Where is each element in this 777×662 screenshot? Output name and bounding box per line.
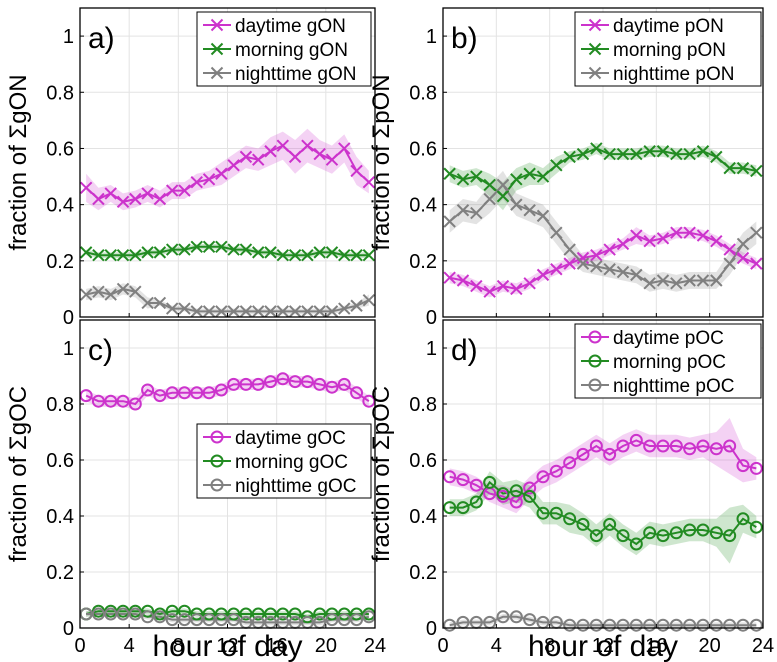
y-tick-label: 0.6 <box>46 450 74 472</box>
panel-d: 0 4 8 12 16 20 24 0 0.2 0.4 0.6 0.8 1 d) fraction of… <box>368 320 774 662</box>
legend-entry-label: morning gOC <box>235 452 348 473</box>
panel-b-label: b) <box>451 22 478 55</box>
x-tick-label: 24 <box>752 635 774 657</box>
y-tick-label: 1 <box>426 26 437 48</box>
panel-b-legend: daytime pON morning pON nighttime pON <box>575 12 761 86</box>
legend-entry-label: morning pON <box>613 40 726 61</box>
legend-entry-label: morning pOC <box>613 352 726 373</box>
legend-entry-label: morning gON <box>235 40 348 61</box>
legend-entry-label: daytime gOC <box>235 428 346 449</box>
y-tick-label: 0.6 <box>409 450 437 472</box>
panel-c-x-axis-label: hour of day <box>152 630 302 662</box>
x-tick-label: 0 <box>74 635 85 657</box>
panel-d-label: d) <box>451 334 478 367</box>
panel-c-label: c) <box>88 334 113 367</box>
y-tick-label: 0.2 <box>46 562 74 584</box>
y-tick-label: 0 <box>63 307 74 329</box>
legend-entry-label: nighttime pOC <box>613 376 734 397</box>
x-tick-label: 0 <box>437 635 448 657</box>
y-tick-label: 0.6 <box>46 138 74 160</box>
legend-entry-label: daytime pON <box>613 16 724 37</box>
y-tick-label: 0 <box>426 307 437 329</box>
y-tick-label: 1 <box>63 338 74 360</box>
x-tick-label: 20 <box>315 635 337 657</box>
y-tick-label: 0.8 <box>46 82 74 104</box>
y-tick-label: 1 <box>63 26 74 48</box>
x-tick-label: 24 <box>364 635 386 657</box>
panel-a-label: a) <box>88 22 115 55</box>
panel-d-x-axis-label: hour of day <box>528 630 678 662</box>
y-tick-label: 0.8 <box>409 394 437 416</box>
panel-b-y-axis-label: fraction of ΣpON <box>368 74 395 250</box>
legend-entry-label: daytime pOC <box>613 328 724 349</box>
x-tick-label: 20 <box>699 635 721 657</box>
panel-c-legend: daytime gOC morning gOC nighttime gOC <box>197 424 371 498</box>
panel-b: 0 0.2 0.4 0.6 0.8 1 b) fraction of ΣpON dayti… <box>368 8 763 329</box>
panel-d-y-axis-label: fraction of ΣpOC <box>368 386 395 562</box>
y-tick-label: 0 <box>63 618 74 640</box>
y-tick-label: 0.6 <box>409 138 437 160</box>
y-tick-label: 1 <box>426 338 437 360</box>
y-tick-label: 0.8 <box>409 82 437 104</box>
panel-a-legend: daytime gON morning gON nighttime gON <box>197 12 371 86</box>
panel-c-y-axis-label: fraction of ΣgOC <box>5 386 32 562</box>
panel-d-legend: daytime pOC morning pOC nighttime pOC <box>575 324 761 398</box>
y-tick-label: 0.4 <box>46 195 74 217</box>
legend-entry-label: nighttime gOC <box>235 476 356 497</box>
y-tick-label: 0.4 <box>409 506 437 528</box>
y-tick-label: 0.4 <box>46 506 74 528</box>
y-tick-label: 0.8 <box>46 394 74 416</box>
panel-a-y-axis-label: fraction of ΣgON <box>5 74 32 250</box>
legend-entry-label: nighttime pON <box>613 64 734 85</box>
x-tick-label: 4 <box>124 635 135 657</box>
y-tick-label: 0.2 <box>409 251 437 273</box>
y-tick-label: 0 <box>426 618 437 640</box>
y-tick-label: 0.4 <box>409 195 437 217</box>
y-tick-label: 0.2 <box>46 251 74 273</box>
legend-entry-label: daytime gON <box>235 16 346 37</box>
panel-a: 0 0.2 0.4 0.6 0.8 1 a) fraction of ΣgON dayti… <box>5 8 375 329</box>
panel-c: 0 4 8 12 16 20 2400.20.40.60.81 c) fraction of… <box>5 320 386 662</box>
legend-entry-label: nighttime gON <box>235 64 356 85</box>
x-tick-label: 4 <box>491 635 502 657</box>
y-tick-label: 0.2 <box>409 562 437 584</box>
